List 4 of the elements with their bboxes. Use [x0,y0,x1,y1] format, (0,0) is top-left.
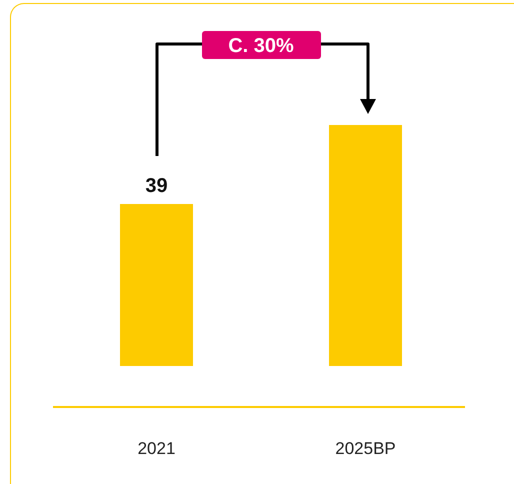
text: C. 30% [228,35,294,57]
x-tick-label: 2025BP [335,439,396,458]
data-label: 39 [145,174,168,197]
x-tick-label: 2021 [138,439,176,458]
